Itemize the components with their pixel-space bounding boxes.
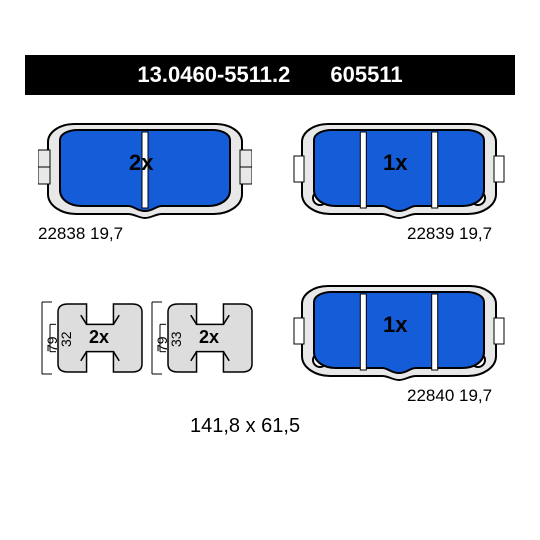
pad-quantity: 1x xyxy=(383,150,407,176)
part-number: 22839 19,7 xyxy=(407,224,492,244)
clip-quantity: 2x xyxy=(199,327,219,348)
part-number: 22840 19,7 xyxy=(407,386,492,406)
dimension-leaders xyxy=(38,300,56,381)
clip-height-inner: 33 xyxy=(168,332,184,348)
title-code: 605511 xyxy=(330,62,402,88)
dimension-leaders xyxy=(148,300,166,381)
part-number: 22838 19,7 xyxy=(38,224,123,244)
title-ref: 13.0460-5511.2 xyxy=(137,62,290,88)
pad-quantity: 2x xyxy=(129,150,153,176)
title-bar: 13.0460-5511.2 605511 xyxy=(25,55,515,95)
overall-dimension: 141,8 x 61,5 xyxy=(190,415,300,438)
clip-quantity: 2x xyxy=(89,327,109,348)
clip-height-inner: 32 xyxy=(58,332,74,348)
pad-quantity: 1x xyxy=(383,312,407,338)
